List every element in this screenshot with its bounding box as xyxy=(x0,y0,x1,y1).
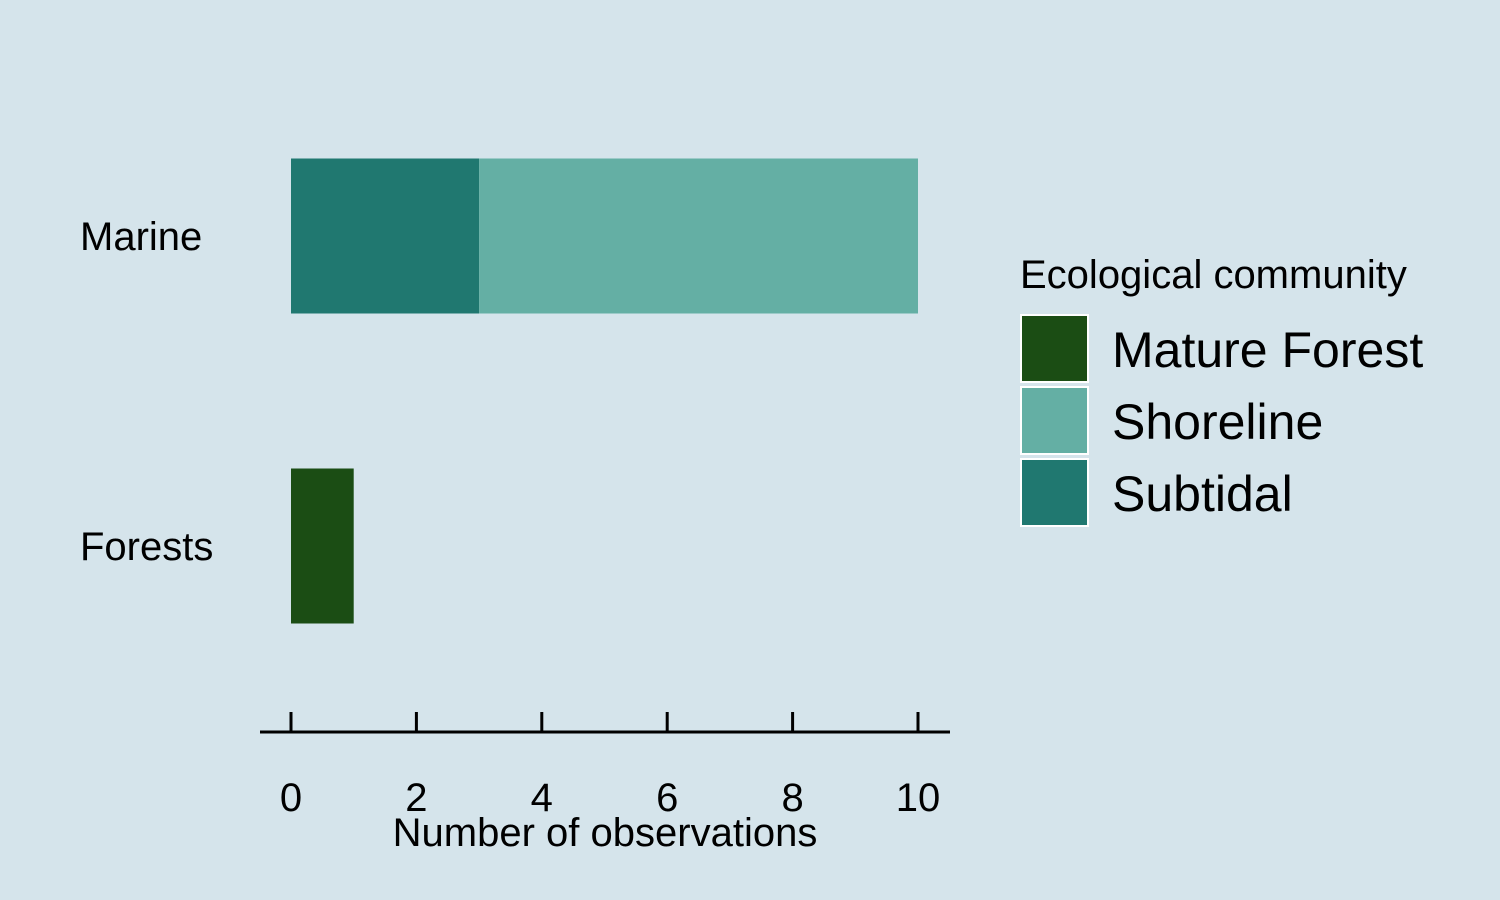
x-tick-label-4: 4 xyxy=(531,776,553,820)
x-ticks: 0 2 4 6 8 10 xyxy=(280,712,940,820)
legend-items: Mature Forest Shoreline Subtidal xyxy=(1020,314,1423,527)
x-tick-label-8: 8 xyxy=(781,776,803,820)
x-axis: 0 2 4 6 8 10 Number of observations xyxy=(260,712,950,855)
bars-group xyxy=(291,158,918,624)
legend-swatch-mature-forest xyxy=(1020,314,1089,383)
bar-marine-shoreline xyxy=(479,158,918,314)
legend-swatch-shoreline xyxy=(1020,386,1089,455)
legend-label-shoreline: Shoreline xyxy=(1112,394,1323,450)
x-axis-title: Number of observations xyxy=(393,811,818,855)
legend-label-subtidal: Subtidal xyxy=(1112,466,1293,522)
x-tick-label-10: 10 xyxy=(896,776,941,820)
x-tick-label-6: 6 xyxy=(656,776,678,820)
category-label-forests: Forests xyxy=(80,525,213,569)
x-tick-label-2: 2 xyxy=(405,776,427,820)
x-tick-label-0: 0 xyxy=(280,776,302,820)
category-label-marine: Marine xyxy=(80,215,202,259)
legend-title: Ecological community xyxy=(1020,253,1407,297)
legend-swatch-subtidal xyxy=(1020,458,1089,527)
legend: Ecological community Mature Forest Shorel… xyxy=(1020,253,1423,527)
category-labels: Marine Forests xyxy=(80,215,213,569)
bar-marine-subtidal xyxy=(291,158,480,314)
legend-label-mature-forest: Mature Forest xyxy=(1112,322,1423,378)
bar-forests-mature-forest xyxy=(291,468,354,624)
